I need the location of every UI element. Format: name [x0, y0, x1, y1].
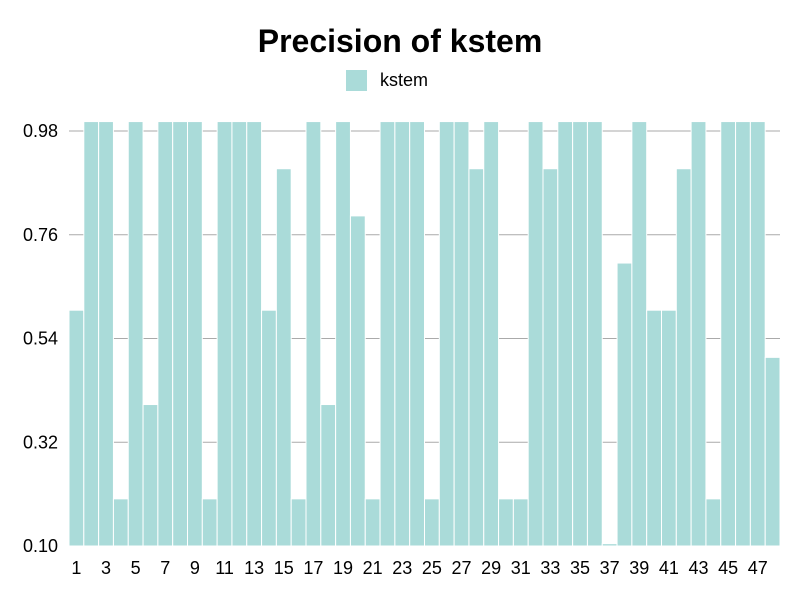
x-tick-label: 7	[160, 558, 170, 578]
bar-24	[409, 121, 425, 547]
x-tick-label: 47	[748, 558, 768, 578]
bar-41	[661, 309, 677, 547]
bar-16	[290, 498, 307, 547]
bar-33	[542, 168, 559, 547]
x-tick-label: 31	[511, 558, 531, 578]
bar-27	[453, 121, 470, 547]
bar-43	[690, 121, 707, 547]
chart-title: Precision of kstem	[258, 23, 543, 59]
bar-22	[379, 121, 396, 547]
x-tick-label: 45	[718, 558, 738, 578]
x-tick-label: 3	[101, 558, 111, 578]
x-tick-label: 35	[570, 558, 590, 578]
bar-13	[246, 121, 263, 547]
x-tick-label: 29	[481, 558, 501, 578]
bar-38	[616, 262, 633, 547]
y-tick-label: 0.54	[23, 329, 58, 349]
bar-10	[201, 498, 218, 547]
bar-36	[586, 121, 603, 547]
y-tick-label: 0.32	[23, 432, 58, 452]
bar-7	[157, 121, 174, 547]
x-tick-label: 9	[190, 558, 200, 578]
bar-40	[646, 309, 662, 547]
bar-28	[468, 168, 485, 547]
x-tick-label: 21	[363, 558, 383, 578]
x-tick-label: 33	[540, 558, 560, 578]
legend-label: kstem	[380, 70, 428, 90]
bar-2	[83, 121, 100, 547]
bar-8	[172, 121, 188, 547]
bar-37	[601, 543, 618, 547]
bar-18	[320, 404, 337, 547]
legend: kstem	[346, 70, 428, 91]
bar-20	[349, 215, 366, 547]
bar-25	[424, 498, 440, 547]
bar-11	[216, 121, 233, 547]
bars	[68, 121, 781, 547]
y-tick-label: 0.10	[23, 536, 58, 556]
y-tick-label: 0.98	[23, 121, 58, 141]
y-tick-label: 0.76	[23, 225, 58, 245]
x-tick-label: 13	[244, 558, 264, 578]
x-tick-label: 39	[629, 558, 649, 578]
bar-44	[705, 498, 722, 547]
bar-34	[557, 121, 574, 547]
x-tick-label: 25	[422, 558, 442, 578]
x-tick-label: 43	[689, 558, 709, 578]
bar-14	[261, 309, 277, 547]
bar-3	[98, 121, 114, 547]
bar-47	[749, 121, 766, 547]
x-tick-label: 41	[659, 558, 679, 578]
bar-4	[112, 498, 129, 547]
bar-9	[187, 121, 203, 547]
bar-45	[720, 121, 737, 547]
x-tick-label: 37	[600, 558, 620, 578]
bar-48	[764, 356, 781, 547]
bar-32	[527, 121, 544, 547]
x-tick-label: 1	[71, 558, 81, 578]
x-tick-label: 19	[333, 558, 353, 578]
bar-1	[68, 309, 85, 547]
legend-swatch	[346, 70, 367, 91]
bar-30	[498, 498, 514, 547]
x-tick-label: 27	[452, 558, 472, 578]
y-axis-ticks: 0.10 0.32 0.54 0.76 0.98	[23, 121, 58, 556]
bar-21	[364, 498, 381, 547]
x-tick-label: 15	[274, 558, 294, 578]
x-tick-label: 17	[303, 558, 323, 578]
x-tick-label: 5	[131, 558, 141, 578]
bar-19	[335, 121, 351, 547]
x-axis-ticks: 1 3 5 7 9 11 13 15 17 19 21 23 25 27 29 31 33 35 37 39 41 43 4…	[71, 558, 767, 578]
bar-39	[631, 121, 648, 547]
bar-46	[735, 121, 751, 547]
bar-17	[305, 121, 322, 547]
bar-23	[394, 121, 411, 547]
bar-12	[231, 121, 248, 547]
bar-26	[438, 121, 455, 547]
bar-15	[275, 168, 292, 547]
x-tick-label: 23	[392, 558, 412, 578]
bar-6	[142, 404, 159, 547]
bar-42	[675, 168, 692, 547]
x-tick-label: 11	[215, 558, 234, 578]
bar-29	[483, 121, 500, 547]
bar-31	[512, 498, 529, 547]
bar-35	[572, 121, 588, 547]
bar-5	[127, 121, 144, 547]
